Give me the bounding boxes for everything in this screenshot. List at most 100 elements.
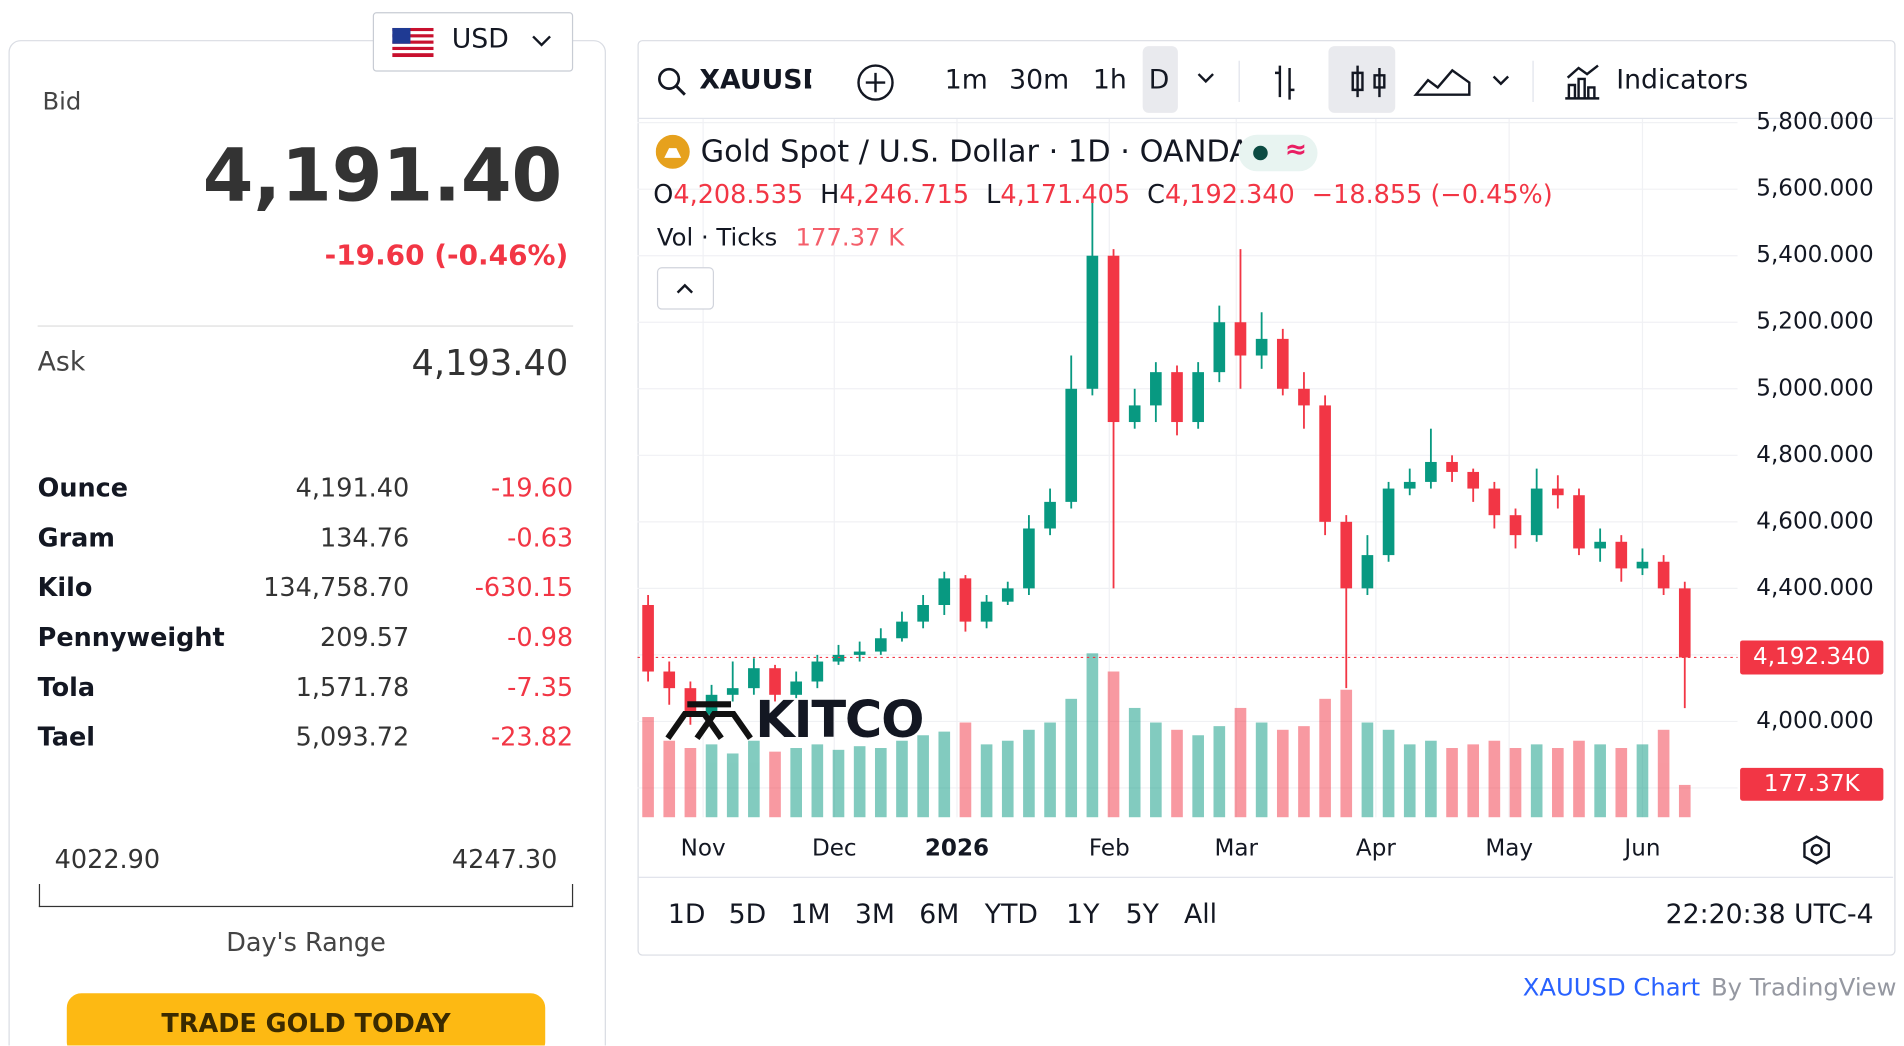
weight-name: Ounce: [37, 473, 129, 503]
weight-change: -0.98: [507, 622, 574, 653]
period[interactable]: 1M: [790, 899, 831, 931]
interval[interactable]: 1m: [944, 65, 988, 96]
ohlc-legend: O4,208.535 H4,246.715 L4,171.405 C4,192.340…: [653, 180, 1552, 209]
status-pill: ≈: [1238, 134, 1318, 172]
ohlc-key: L: [986, 179, 1001, 209]
chevron[interactable]: [1195, 70, 1217, 87]
weight-name: Tola: [37, 672, 96, 702]
gold-icon: [655, 134, 690, 169]
volume-bar: [1044, 722, 1056, 818]
volume-bar: [1319, 698, 1331, 818]
weight-price: 1,571.78: [295, 672, 410, 702]
weight-change: -630.15: [474, 573, 574, 603]
x-tick-label: Mar: [1214, 835, 1258, 861]
interval[interactable]: D: [1148, 65, 1170, 96]
range-bar: [38, 884, 574, 908]
indicators[interactable]: Indicators: [1616, 65, 1749, 96]
ohlc-value: 4,208.535: [673, 179, 804, 209]
volume-bar: [1657, 729, 1670, 818]
y-tick-label: 5,000.000: [1756, 375, 1873, 401]
candle-body: [1213, 322, 1226, 373]
ohlc-change: −18.855 (−0.45%): [1311, 179, 1553, 209]
volume-label: Vol · Ticks: [656, 222, 778, 252]
interval[interactable]: 30m: [1009, 65, 1070, 96]
volume-bar: [1128, 707, 1141, 818]
y-tick-label: 5,400.000: [1756, 242, 1873, 268]
candle-body: [1382, 488, 1395, 556]
volume-bar: [1361, 722, 1374, 818]
candle-body: [1425, 461, 1437, 482]
ohlc-key: O: [653, 179, 674, 209]
volume-bar: [642, 717, 654, 818]
period[interactable]: 5Y: [1125, 899, 1159, 931]
indicators-icon[interactable]: [1562, 61, 1603, 102]
volume-bar: [811, 744, 824, 818]
period[interactable]: 1D: [667, 899, 706, 931]
period[interactable]: 3M: [854, 899, 895, 931]
volume-bar: [938, 731, 951, 818]
trade-button[interactable]: TRADE GOLD TODAY: [66, 993, 546, 1046]
candle-body: [1678, 588, 1691, 658]
volume-bar: [1678, 784, 1691, 818]
weight-change: -0.63: [507, 523, 574, 553]
volume-bar: [1298, 726, 1310, 818]
bid-price: 4,191.40: [202, 133, 563, 219]
ohlc-value: 4,171.405: [1000, 179, 1131, 209]
candle-body: [959, 578, 972, 622]
kitco-icon: [665, 701, 753, 741]
volume-bar: [917, 735, 929, 818]
y-tick-label: 5,800.000: [1756, 109, 1873, 135]
weight-price: 4,191.40: [295, 473, 410, 503]
y-tick-label: 5,200.000: [1756, 309, 1873, 335]
search-icon[interactable]: [657, 67, 689, 99]
volume-bar: [1213, 726, 1226, 818]
weight-change: -7.35: [507, 672, 574, 702]
candle-body: [832, 654, 845, 662]
volume-bar: [832, 749, 845, 818]
currency-select[interactable]: USD: [372, 12, 574, 72]
candle-body: [663, 671, 676, 689]
currency: USD: [451, 24, 509, 55]
candle-body: [1403, 481, 1416, 489]
footer-link[interactable]: XAUUSD Chart: [1522, 972, 1701, 1002]
collapse-button[interactable]: [656, 267, 715, 310]
flag-icon: [392, 27, 434, 58]
ask-price: 4,193.40: [411, 342, 569, 384]
y-tick-label: 4,800.000: [1756, 442, 1873, 468]
candle-body: [1636, 561, 1649, 569]
candle-body: [1001, 588, 1014, 602]
add-icon[interactable]: [855, 62, 896, 103]
candle-body: [1319, 405, 1331, 522]
bid-label: Bid: [42, 86, 82, 116]
ohlc-value: 4,192.340: [1164, 179, 1295, 209]
period[interactable]: 6M: [919, 899, 960, 931]
volume-bar: [684, 748, 697, 818]
candle-body: [1509, 515, 1522, 536]
candle-body: [1128, 405, 1141, 423]
candle-body: [917, 604, 929, 622]
period[interactable]: 1Y: [1066, 899, 1100, 931]
period[interactable]: YTD: [984, 899, 1039, 931]
y-tick-label: 5,600.000: [1756, 176, 1873, 202]
volume-bar: [1636, 744, 1649, 818]
x-tick-label: Jun: [1622, 835, 1660, 861]
volume-bar: [1255, 722, 1268, 818]
interval[interactable]: 1h: [1092, 65, 1127, 96]
volume-bar: [1382, 729, 1395, 818]
volume-bar: [790, 748, 803, 818]
settings-icon[interactable]: [1800, 833, 1834, 867]
candle-body: [642, 604, 654, 672]
chart-type-icons[interactable]: [1263, 58, 1554, 104]
volume-legend: Vol · Ticks 177.37 K: [657, 222, 904, 251]
period[interactable]: All: [1183, 899, 1218, 931]
candle-body: [1276, 338, 1289, 389]
weight-name: Gram: [37, 523, 115, 553]
volume-bar: [1276, 729, 1289, 818]
volume-bar: [1023, 729, 1035, 818]
bid-change: -19.60 (-0.46%): [324, 240, 569, 273]
period[interactable]: 5D: [728, 899, 767, 931]
x-tick-label: Apr: [1356, 835, 1396, 861]
x-tick-label: Dec: [812, 835, 857, 861]
symbol[interactable]: XAUUSD: [699, 65, 811, 96]
